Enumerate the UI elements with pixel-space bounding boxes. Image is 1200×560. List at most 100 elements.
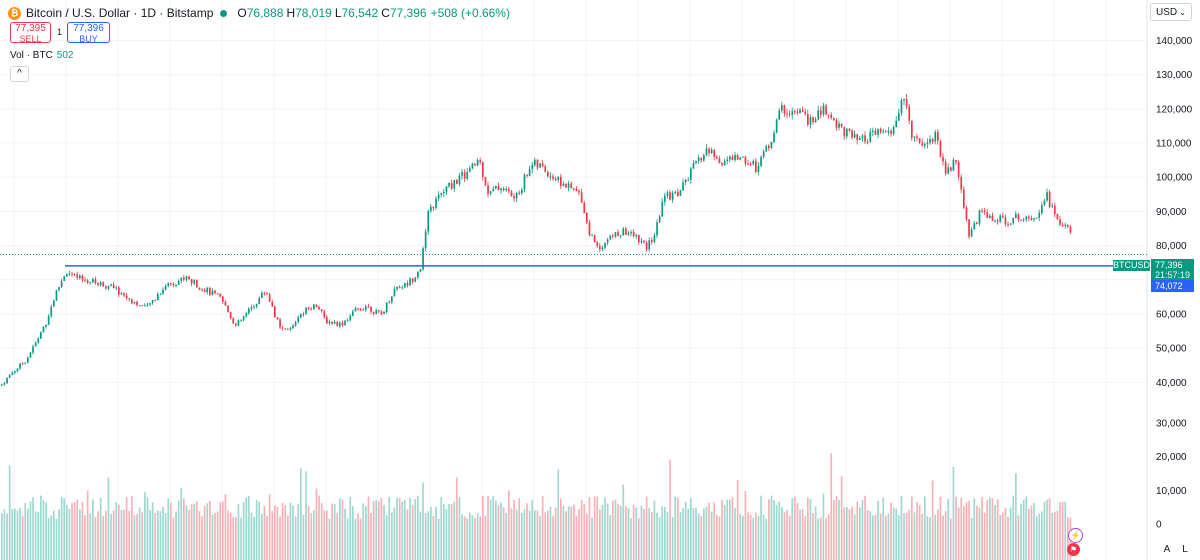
- candle: [73, 274, 76, 276]
- volume-bar: [411, 504, 414, 560]
- economic-event-icon[interactable]: ⚑: [1067, 543, 1080, 556]
- candle: [523, 174, 526, 190]
- candle: [235, 323, 237, 326]
- candle: [692, 163, 695, 169]
- volume-bar: [157, 510, 159, 560]
- volume-bar: [651, 512, 653, 560]
- candle: [976, 223, 978, 225]
- candle: [827, 114, 830, 116]
- candle: [359, 308, 362, 310]
- volume-bar: [578, 509, 580, 560]
- candle: [339, 322, 341, 327]
- volume-bar: [380, 497, 383, 560]
- auto-scale-button[interactable]: A: [1163, 544, 1171, 555]
- candle: [193, 279, 196, 284]
- volume-bar: [786, 510, 788, 560]
- candle: [908, 106, 911, 121]
- candle: [661, 201, 664, 217]
- volume-bar: [586, 513, 588, 560]
- candle: [37, 338, 40, 343]
- candle: [240, 319, 242, 321]
- volume-bar: [268, 494, 271, 560]
- candle: [861, 135, 864, 139]
- collapse-legend-button[interactable]: ^: [10, 66, 29, 82]
- candle: [216, 293, 219, 295]
- candle: [170, 283, 172, 285]
- sell-label: SELL: [19, 34, 42, 44]
- candle: [450, 182, 453, 189]
- volume-bar: [978, 507, 981, 560]
- candle: [115, 287, 118, 289]
- trade-quantity[interactable]: 1: [57, 27, 63, 37]
- candle: [931, 138, 934, 142]
- volume-bar: [172, 517, 175, 560]
- candle: [432, 206, 435, 208]
- volume-bar: [1046, 499, 1048, 560]
- volume-bar: [994, 504, 996, 560]
- high-label: H: [286, 6, 296, 20]
- log-scale-button[interactable]: L: [1182, 544, 1188, 555]
- volume-bar: [1067, 517, 1069, 560]
- volume-bar: [565, 511, 567, 560]
- candle: [627, 233, 630, 235]
- volume-bar: [882, 497, 885, 560]
- symbol-title[interactable]: Bitcoin / U.S. Dollar · 1D · Bitstamp: [26, 6, 214, 20]
- volume-bar: [378, 501, 380, 560]
- volume-bar: [718, 516, 721, 560]
- currency-select[interactable]: USD ⌄: [1150, 3, 1192, 21]
- volume-bar: [957, 507, 960, 560]
- candle: [690, 168, 692, 180]
- candle: [92, 279, 94, 283]
- price-tick-label: 110,000: [1156, 139, 1192, 150]
- dividend-event-icon[interactable]: ⚡: [1068, 528, 1083, 543]
- candle: [1007, 224, 1009, 226]
- candle: [965, 207, 968, 220]
- volume-bar: [531, 499, 534, 560]
- candle: [79, 275, 81, 279]
- volume-bar: [404, 500, 406, 560]
- volume-bar: [508, 490, 510, 560]
- candle: [846, 128, 848, 137]
- volume-bar: [336, 512, 339, 560]
- candle: [263, 292, 266, 294]
- candle: [352, 311, 354, 316]
- volume-bar: [669, 459, 671, 560]
- volume-bar: [170, 502, 172, 560]
- sell-button[interactable]: 77,395 SELL: [10, 22, 51, 44]
- open-label: O: [237, 6, 247, 20]
- volume-bar: [851, 506, 853, 560]
- candle: [648, 240, 651, 250]
- volume-bar: [874, 514, 877, 560]
- volume-bar: [926, 515, 929, 560]
- symbol-price-tag: BTCUSD: [1113, 260, 1151, 271]
- volume-bar: [918, 505, 921, 560]
- volume-bar: [549, 506, 552, 560]
- candle: [898, 113, 900, 121]
- volume-bar: [892, 507, 895, 560]
- volume-bar: [1, 513, 3, 560]
- volume-legend: Vol · BTC 502: [10, 50, 73, 61]
- volume-bar: [406, 509, 409, 560]
- candle: [1002, 215, 1004, 218]
- candle: [292, 325, 294, 329]
- candle: [484, 177, 487, 186]
- candle: [99, 282, 102, 286]
- candle: [666, 192, 669, 196]
- volume-bar: [53, 510, 55, 560]
- candle: [885, 131, 887, 133]
- candle: [466, 171, 469, 179]
- volume-bar: [279, 516, 281, 560]
- volume-bar: [963, 506, 965, 560]
- volume-bar: [913, 512, 916, 560]
- volume-bar: [617, 503, 619, 560]
- volume-bar: [760, 495, 762, 560]
- volume-tick-label: 0: [1156, 520, 1162, 531]
- volume-bar: [281, 502, 284, 560]
- buy-price: 77,396: [73, 23, 104, 34]
- candle: [471, 163, 474, 169]
- volume-bar: [443, 504, 445, 560]
- candle: [575, 188, 578, 192]
- buy-button[interactable]: 77,396 BUY: [67, 22, 110, 44]
- volume-bar: [619, 505, 622, 560]
